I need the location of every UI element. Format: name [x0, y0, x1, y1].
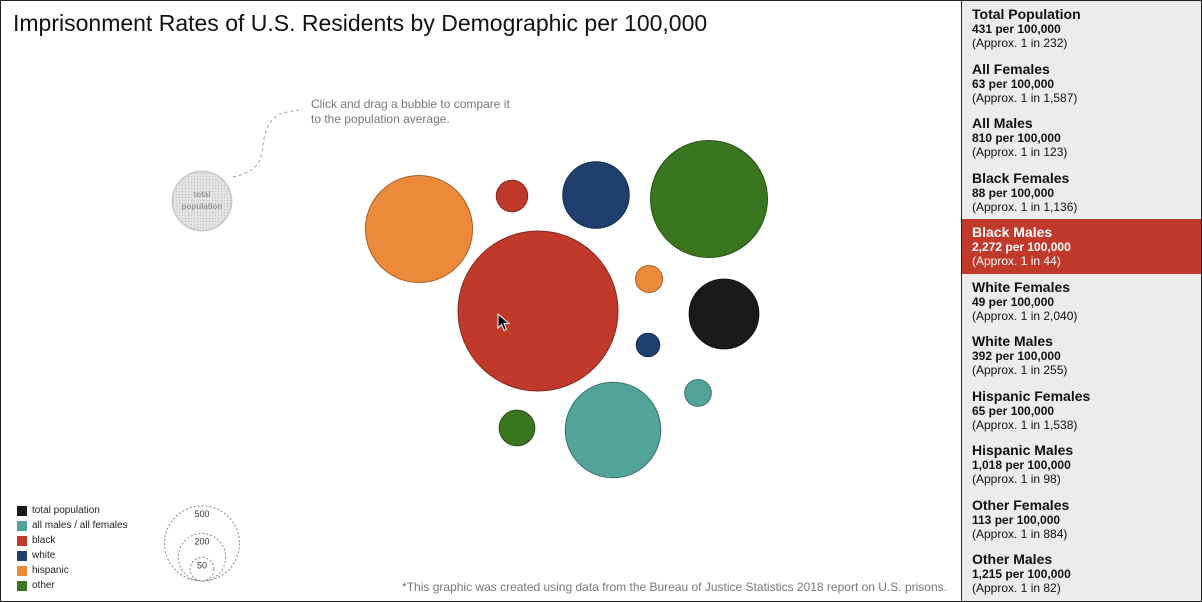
mouse-cursor-icon: [497, 313, 511, 332]
sidebar-item-rate: 2,272 per 100,000: [972, 240, 1071, 254]
sidebar-item-rate: 65 per 100,000: [972, 403, 1055, 418]
sidebar-item-hispanic-females[interactable]: Hispanic Females 65 per 100,000 (Approx. 1…: [962, 383, 1201, 438]
bubble-white-males[interactable]: [562, 161, 630, 229]
total-population-target-label: total: [194, 190, 211, 199]
sidebar-item-rate: 810 per 100,000: [972, 131, 1061, 145]
legend-item: black: [17, 533, 128, 548]
bubble-chart: total population 500 200 50: [163, 108, 769, 582]
legend-swatch: [17, 520, 27, 531]
sidebar-item-white-females[interactable]: White Females 49 per 100,000 (Approx. 1 in…: [962, 274, 1201, 329]
legend-swatch: [17, 505, 27, 516]
size-legend-circle: [163, 505, 241, 582]
page-title: Imprisonment Rates of U.S. Residents by …: [13, 10, 708, 36]
sidebar-item-name: Other Females: [972, 496, 1070, 513]
sidebar-item-approx: (Approx. 1 in 44): [972, 254, 1061, 268]
legend-swatch: [17, 535, 27, 546]
sidebar-item-approx: (Approx. 1 in 255): [972, 363, 1068, 377]
sidebar-item-approx: (Approx. 1 in 1,136): [972, 199, 1078, 214]
drag-hint: Click and drag a bubble to compare it to…: [311, 97, 510, 126]
legend-swatch: [17, 580, 27, 591]
legend-label: other: [32, 580, 55, 591]
legend-label: hispanic: [32, 565, 69, 576]
sidebar-item-approx: (Approx. 1 in 98): [972, 472, 1061, 486]
legend-label: white: [32, 550, 56, 561]
sidebar-item-other-females[interactable]: Other Females 113 per 100,000 (Approx. 1 i…: [962, 492, 1201, 547]
size-legend-circle: [189, 556, 215, 582]
total-population-target-bubble[interactable]: [171, 170, 233, 232]
size-legend-label: 500: [194, 509, 209, 519]
legend-item: total population: [17, 503, 128, 518]
sidebar-item-name: White Males: [972, 333, 1053, 349]
sidebar-item-rate: 431 per 100,000: [972, 22, 1061, 36]
sidebar-item-approx: (Approx. 1 in 82): [972, 581, 1061, 595]
legend-swatch: [17, 565, 27, 576]
sidebar-item-name: Other Males: [972, 551, 1053, 567]
sidebar-item-name: White Females: [972, 278, 1071, 295]
bubble-other-males[interactable]: [649, 139, 769, 259]
sidebar-item-approx: (Approx. 1 in 2,040): [972, 308, 1078, 323]
legend-item: hispanic: [17, 563, 128, 578]
legend-swatch: [17, 550, 27, 561]
sidebar-item-name: All Females: [972, 60, 1050, 77]
source-footnote: *This graphic was created using data fro…: [402, 580, 947, 594]
demographic-sidebar: Total Population 431 per 100,000 (Approx. …: [961, 1, 1201, 601]
sidebar-item-all-females[interactable]: All Females 63 per 100,000 (Approx. 1 in 1…: [962, 56, 1201, 111]
sidebar-item-hispanic-males[interactable]: Hispanic Males 1,018 per 100,000 (Approx. …: [962, 437, 1201, 492]
legend-label: total population: [32, 505, 100, 516]
sidebar-item-approx: (Approx. 1 in 232): [972, 36, 1068, 50]
sidebar-item-black-females[interactable]: Black Females 88 per 100,000 (Approx. 1 in…: [962, 165, 1201, 220]
sidebar-item-name: Black Females: [972, 169, 1070, 186]
bubble-other-females[interactable]: [498, 409, 536, 447]
sidebar-item-approx: (Approx. 1 in 1,538): [972, 417, 1078, 432]
sidebar-item-name: Hispanic Females: [972, 387, 1091, 404]
sidebar-item-other-males[interactable]: Other Males 1,215 per 100,000 (Approx. 1 i…: [962, 546, 1201, 601]
total-population-target-label: population: [182, 202, 223, 211]
sidebar-item-total-population[interactable]: Total Population 431 per 100,000 (Approx. …: [962, 1, 1201, 56]
size-legend-label: 200: [194, 537, 209, 547]
sidebar-item-rate: 63 per 100,000: [972, 76, 1055, 91]
sidebar-item-rate: 88 per 100,000: [972, 185, 1055, 200]
sidebar-item-rate: 113 per 100,000: [972, 512, 1061, 527]
bubble-all-males[interactable]: [564, 381, 662, 479]
bubble-hispanic-females[interactable]: [634, 264, 664, 294]
bubble-black-males[interactable]: [457, 230, 619, 392]
bubble-total-population[interactable]: [688, 278, 760, 350]
hint-connector: [232, 108, 304, 178]
bubble-all-females[interactable]: [684, 379, 712, 407]
bubble-hispanic-males[interactable]: [364, 174, 474, 284]
sidebar-item-name: Total Population: [972, 6, 1081, 22]
sidebar-item-name: All Males: [972, 115, 1033, 131]
bubble-black-females[interactable]: [495, 179, 529, 213]
legend-label: black: [32, 535, 56, 546]
legend-item: white: [17, 548, 128, 563]
size-legend-label: 50: [197, 560, 207, 570]
legend-label: all males / all females: [32, 520, 128, 531]
sidebar-item-black-males[interactable]: Black Males 2,272 per 100,000 (Approx. 1 i…: [962, 219, 1201, 274]
sidebar-item-rate: 49 per 100,000: [972, 294, 1055, 309]
sidebar-item-rate: 392 per 100,000: [972, 349, 1061, 363]
bubble-white-females[interactable]: [635, 332, 661, 358]
sidebar-item-rate: 1,215 per 100,000: [972, 567, 1071, 581]
sidebar-item-white-males[interactable]: White Males 392 per 100,000 (Approx. 1 in …: [962, 328, 1201, 383]
main-panel: Imprisonment Rates of U.S. Residents by …: [1, 1, 961, 601]
sidebar-item-name: Black Males: [972, 224, 1053, 240]
sidebar-item-all-males[interactable]: All Males 810 per 100,000 (Approx. 1 in 12…: [962, 110, 1201, 165]
sidebar-item-rate: 1,018 per 100,000: [972, 458, 1071, 472]
color-legend: total population all males / all females b…: [17, 503, 128, 593]
sidebar-item-name: Hispanic Males: [972, 442, 1074, 458]
size-legend-circle: [177, 533, 227, 582]
sidebar-item-approx: (Approx. 1 in 884): [972, 526, 1068, 541]
sidebar-item-approx: (Approx. 1 in 1,587): [972, 90, 1078, 105]
legend-item: all males / all females: [17, 518, 128, 533]
sidebar-item-approx: (Approx. 1 in 123): [972, 145, 1068, 159]
legend-item: other: [17, 578, 128, 593]
